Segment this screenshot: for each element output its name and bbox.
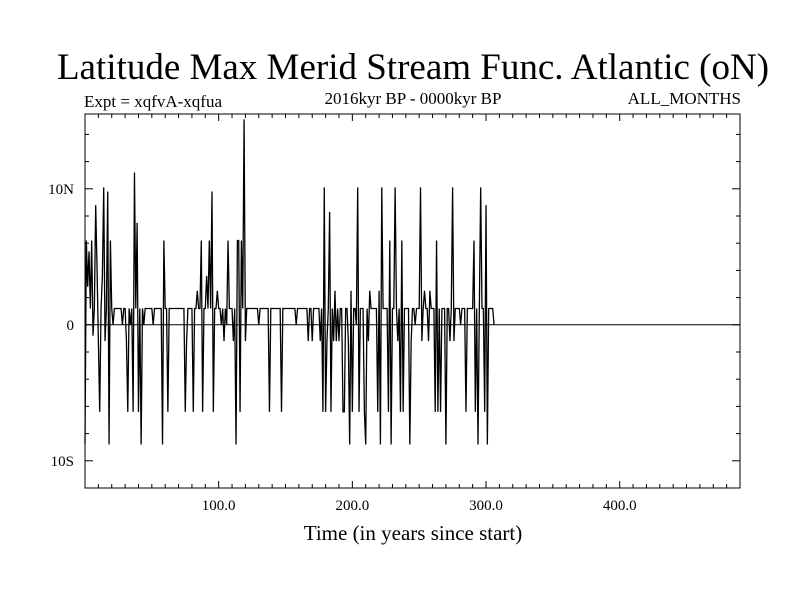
y-tick-label: 10S bbox=[51, 454, 74, 470]
y-tick-label: 10N bbox=[48, 182, 74, 198]
axis-ticks: 100.0 200.0 300.0 400.0 10S 0 10N bbox=[48, 114, 740, 514]
x-axis-label: Time (in years since start) bbox=[303, 521, 523, 545]
period-label: 2016kyr BP - 0000kyr BP bbox=[324, 89, 502, 108]
x-tick-label: 400.0 bbox=[603, 498, 637, 514]
x-tick-label: 100.0 bbox=[202, 498, 236, 514]
x-tick-label: 200.0 bbox=[335, 498, 369, 514]
plot-frame bbox=[84, 113, 741, 489]
y-tick-label: 0 bbox=[67, 318, 75, 334]
series-line bbox=[84, 119, 495, 445]
chart-title: Latitude Max Merid Stream Func. Atlantic… bbox=[56, 47, 770, 88]
months-label: ALL_MONTHS bbox=[627, 89, 741, 108]
experiment-label: Expt = xqfvA-xqfua bbox=[84, 92, 223, 111]
x-tick-label: 300.0 bbox=[469, 498, 503, 514]
